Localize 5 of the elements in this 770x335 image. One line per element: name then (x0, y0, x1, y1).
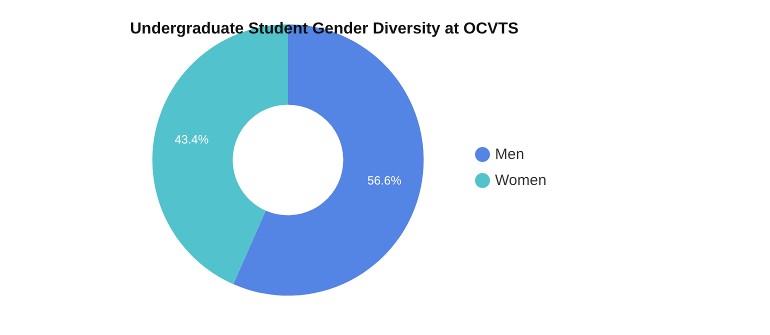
chart-title: Undergraduate Student Gender Diversity at OCVTS (130, 20, 519, 38)
legend-label: Women (495, 172, 546, 189)
data-label: 56.6% (367, 173, 402, 188)
legend-label: Men (495, 146, 524, 163)
data-label: 43.4% (174, 132, 209, 147)
